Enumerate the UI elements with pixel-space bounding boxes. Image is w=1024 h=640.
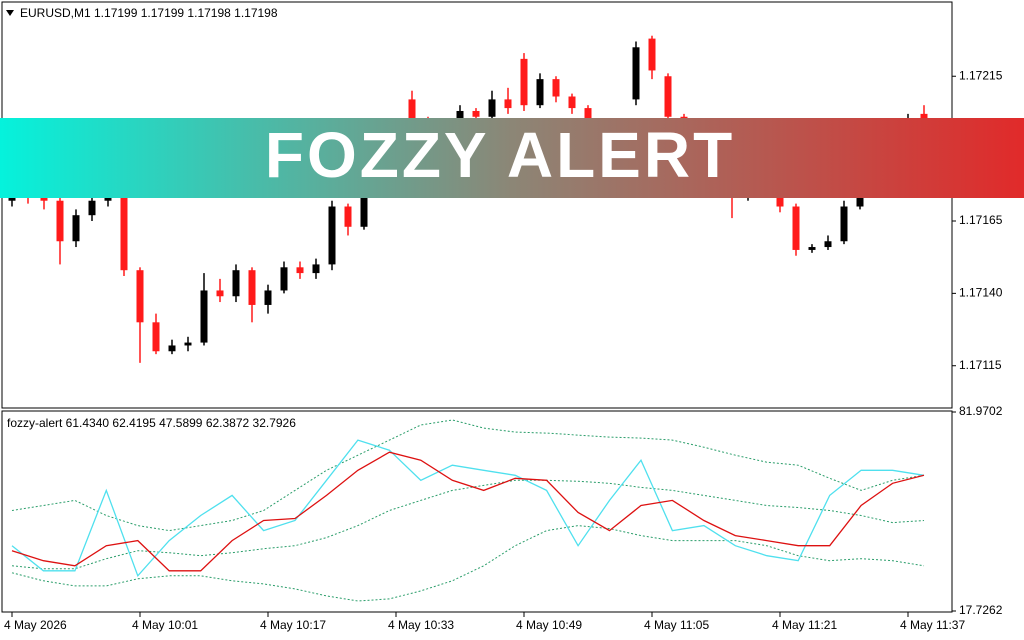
candle-body bbox=[840, 206, 848, 242]
candle-body bbox=[296, 267, 304, 274]
candle-body bbox=[520, 58, 528, 106]
candle-body bbox=[408, 99, 416, 120]
candle-body bbox=[824, 241, 832, 248]
candle-body bbox=[168, 345, 176, 352]
indicator-line bbox=[11, 451, 925, 572]
candle-body bbox=[344, 206, 352, 227]
y-tick-label: 1.17215 bbox=[959, 68, 1003, 82]
candle-body bbox=[152, 322, 160, 352]
banner-text: FOZZY ALERT bbox=[265, 119, 735, 191]
candle-body bbox=[552, 79, 560, 97]
candle-body bbox=[200, 290, 208, 343]
x-tick-label: 4 May 2026 bbox=[4, 618, 67, 632]
x-tick-label: 4 May 11:21 bbox=[772, 618, 837, 632]
candle-body bbox=[328, 206, 336, 265]
y-tick-label: 1.17165 bbox=[959, 213, 1003, 227]
candle-body bbox=[56, 200, 64, 242]
candle-body bbox=[632, 47, 640, 100]
price-pane bbox=[1, 1, 953, 409]
candle-body bbox=[792, 206, 800, 250]
y-tick-label: 1.17140 bbox=[959, 286, 1003, 300]
x-tick-label: 4 May 10:01 bbox=[132, 618, 198, 632]
x-tick-label: 4 May 11:05 bbox=[644, 618, 709, 632]
candle-body bbox=[280, 267, 288, 291]
candle-body bbox=[216, 290, 224, 297]
indicator-line bbox=[11, 439, 925, 578]
candle-body bbox=[664, 76, 672, 117]
y-tick-label: 17.7262 bbox=[959, 603, 1003, 617]
candle-body bbox=[264, 290, 272, 305]
candle-body bbox=[136, 270, 144, 323]
candle-body bbox=[72, 215, 80, 242]
indicator-pane bbox=[1, 410, 953, 613]
candle-body bbox=[504, 99, 512, 109]
candle-body bbox=[360, 192, 368, 227]
candle-body bbox=[808, 247, 816, 250]
candle-body bbox=[232, 270, 240, 297]
candle-body bbox=[312, 264, 320, 274]
price-header: EURUSD,M1 1.17199 1.17199 1.17198 1.1719… bbox=[20, 6, 278, 20]
menu-arrow bbox=[6, 10, 14, 16]
candle-body bbox=[248, 270, 256, 305]
y-tick-label: 81.9702 bbox=[959, 404, 1003, 418]
banner bbox=[0, 118, 1024, 198]
candle-body bbox=[120, 194, 128, 271]
x-tick-label: 4 May 10:33 bbox=[388, 618, 454, 632]
candle-body bbox=[648, 38, 656, 71]
x-tick-label: 4 May 10:17 bbox=[260, 618, 326, 632]
x-tick-label: 4 May 10:49 bbox=[516, 618, 582, 632]
indicator-header: fozzy-alert 61.4340 62.4195 47.5899 62.3… bbox=[7, 416, 296, 430]
y-tick-label: 1.17115 bbox=[959, 358, 1002, 372]
candle-body bbox=[472, 110, 480, 117]
x-tick-label: 4 May 11:37 bbox=[900, 618, 965, 632]
candle-body bbox=[488, 99, 496, 117]
candle-body bbox=[568, 96, 576, 109]
candle-body bbox=[536, 79, 544, 106]
candle-body bbox=[184, 342, 192, 346]
candle-body bbox=[88, 200, 96, 216]
indicator-line bbox=[11, 479, 925, 570]
indicator-line bbox=[11, 525, 925, 602]
candle-body bbox=[584, 108, 592, 123]
